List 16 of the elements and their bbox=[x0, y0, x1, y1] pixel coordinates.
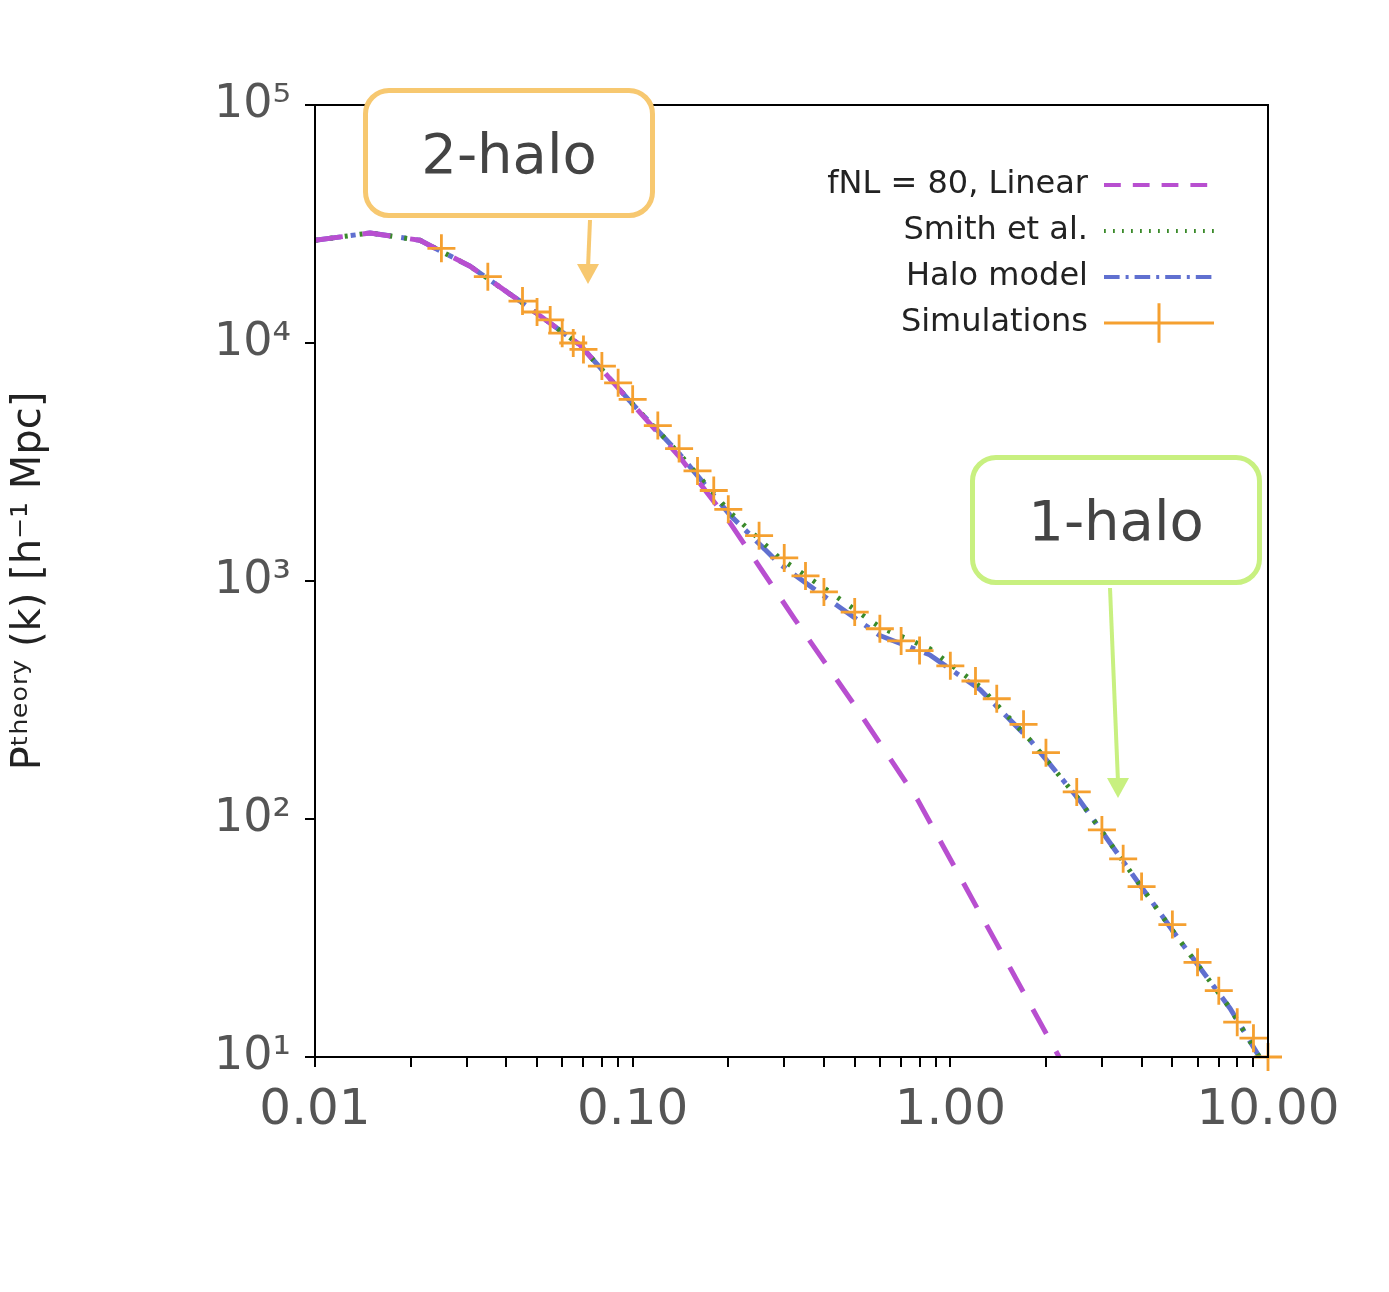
x-tick-label: 10.00 bbox=[1196, 1077, 1340, 1136]
y-axis-title: Pᵗʰᵉᵒʳʸ (k) [h⁻¹ Mpc] bbox=[3, 391, 50, 771]
legend-label: Smith et al. bbox=[903, 209, 1088, 248]
y-tick-label: 10⁴ bbox=[214, 311, 291, 366]
y-tick-label: 10¹ bbox=[214, 1025, 291, 1080]
y-tick-label: 10⁵ bbox=[214, 73, 291, 128]
x-tick-label: 0.10 bbox=[577, 1077, 689, 1136]
y-tick-label: 10³ bbox=[214, 549, 291, 604]
y-tick-label: 10² bbox=[214, 787, 291, 842]
legend-label: Halo model bbox=[906, 255, 1088, 294]
annotation: 2-halo bbox=[421, 120, 597, 186]
legend-label: fNL = 80, Linear bbox=[827, 163, 1089, 202]
legend-label: Simulations bbox=[900, 301, 1088, 340]
annotation: 1-halo bbox=[1028, 487, 1204, 553]
x-tick-label: 0.01 bbox=[259, 1077, 371, 1136]
x-tick-label: 1.00 bbox=[894, 1077, 1006, 1136]
